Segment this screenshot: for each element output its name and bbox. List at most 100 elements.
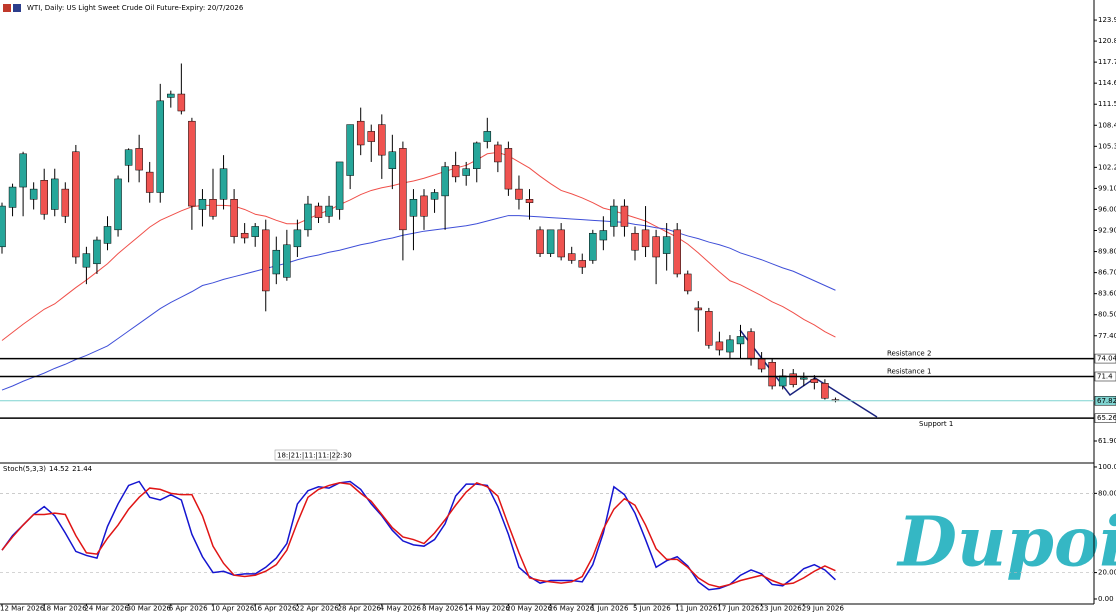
y-tick-label: 20.00: [1098, 569, 1116, 577]
candle-body: [399, 148, 407, 231]
candle-body: [103, 226, 112, 244]
y-tick-label: 102.20: [1098, 163, 1116, 171]
y-tick-label: 99.10: [1098, 184, 1116, 192]
candle-body: [757, 358, 766, 370]
candle-body: [525, 199, 534, 203]
candle-body: [430, 192, 439, 200]
candle-body: [821, 383, 829, 399]
x-tick-label: 26 May 2026: [549, 605, 595, 612]
timer-box: [274, 449, 338, 461]
x-tick-label: 28 Apr 2026: [338, 605, 382, 612]
symbol-icon: [3, 4, 21, 12]
candle-body: [715, 341, 724, 351]
level-price-label: 74.04: [1097, 355, 1116, 363]
candle-body: [51, 178, 59, 210]
candle-body: [578, 260, 586, 268]
x-tick-label: 22 Apr 2026: [295, 605, 339, 612]
y-tick-label: 96.00: [1098, 205, 1116, 213]
level-price-box: [1094, 413, 1116, 423]
candle-body: [240, 232, 249, 239]
candle-body: [177, 93, 186, 112]
x-tick-label: 5 Jun 2026: [633, 605, 671, 612]
candle-body: [135, 148, 143, 171]
candle-body: [388, 151, 397, 169]
candle-body: [684, 273, 692, 292]
candle-body: [652, 236, 660, 258]
x-tick-label: 16 Apr 2026: [253, 605, 297, 612]
y-tick-label: 108.40: [1098, 121, 1116, 129]
y-tick-label: 92.90: [1098, 227, 1116, 235]
candle-body: [93, 239, 101, 265]
y-tick-label: 89.80: [1098, 248, 1116, 256]
candle-body: [420, 195, 428, 217]
candle-body: [156, 100, 164, 193]
x-tick-label: 4 May 2026: [380, 605, 422, 612]
candle-body: [620, 205, 629, 227]
candle-body: [705, 311, 713, 346]
candle-body: [451, 165, 460, 178]
icon-part: [3, 4, 11, 12]
indicator-value: 21.44: [72, 465, 93, 473]
candle-body: [810, 378, 819, 383]
x-tick-label: 1 Jun 2026: [591, 605, 629, 612]
level-label: Resistance 2: [887, 350, 931, 358]
candle-body: [61, 188, 70, 217]
candle-body: [768, 361, 776, 387]
moving-average: [1, 151, 836, 341]
candle-body: [789, 373, 797, 385]
candle-body: [610, 205, 618, 227]
x-tick-label: 30 Mar 2026: [127, 605, 172, 612]
candle-body: [335, 161, 344, 210]
stochastic-line: [1, 481, 836, 588]
candle-body: [367, 131, 375, 142]
candle-body: [262, 229, 270, 292]
candle-body: [198, 199, 207, 210]
candle-body: [536, 229, 544, 254]
candle-body: [473, 142, 481, 169]
y-tick-label: 100.00: [1098, 463, 1116, 471]
candle-body: [356, 120, 365, 146]
candle-body: [272, 249, 281, 275]
indicator-value: 14.52: [49, 465, 69, 473]
x-tick-label: 18 Mar 2026: [42, 605, 87, 612]
candle-body: [504, 148, 513, 190]
candle-body: [230, 199, 238, 237]
y-tick-label: 105.30: [1098, 142, 1116, 150]
candle-body: [124, 149, 133, 166]
y-tick-label: 80.00: [1098, 489, 1116, 497]
y-tick-label: 0.00: [1098, 595, 1114, 603]
x-tick-label: 20 May 2026: [506, 605, 552, 612]
candle-body: [251, 226, 259, 237]
candle-body: [325, 205, 333, 217]
y-tick-label: 111.50: [1098, 100, 1116, 108]
candle-body: [188, 120, 196, 207]
candle-body: [726, 339, 734, 353]
candle-body: [736, 336, 745, 345]
stochastic-line: [1, 480, 836, 591]
candle-body: [546, 229, 555, 254]
candle-body: [409, 199, 418, 217]
y-tick-label: 80.50: [1098, 311, 1116, 319]
x-tick-label: 12 Mar 2026: [0, 605, 45, 612]
y-tick-label: 117.70: [1098, 58, 1116, 66]
x-tick-label: 23 Jun 2026: [760, 605, 803, 612]
indicator-label: Stoch(5,3,3): [3, 465, 46, 473]
candle-body: [114, 178, 122, 231]
level-label: Support 1: [919, 420, 953, 428]
y-tick-label: 123.90: [1098, 16, 1116, 24]
x-tick-label: 11 Jun 2026: [675, 605, 718, 612]
candle-body: [283, 244, 291, 278]
y-tick-label: 86.70: [1098, 269, 1116, 277]
x-tick-label: 24 Mar 2026: [84, 605, 129, 612]
candle-body: [72, 151, 80, 258]
candle-body: [800, 377, 808, 380]
candle-body: [40, 180, 48, 215]
candle-body: [483, 131, 492, 142]
candle-body: [219, 168, 228, 200]
y-tick-label: 120.80: [1098, 37, 1116, 45]
candle-body: [82, 253, 91, 268]
candle-body: [462, 168, 470, 176]
x-tick-label: 29 Jun 2026: [802, 605, 845, 612]
